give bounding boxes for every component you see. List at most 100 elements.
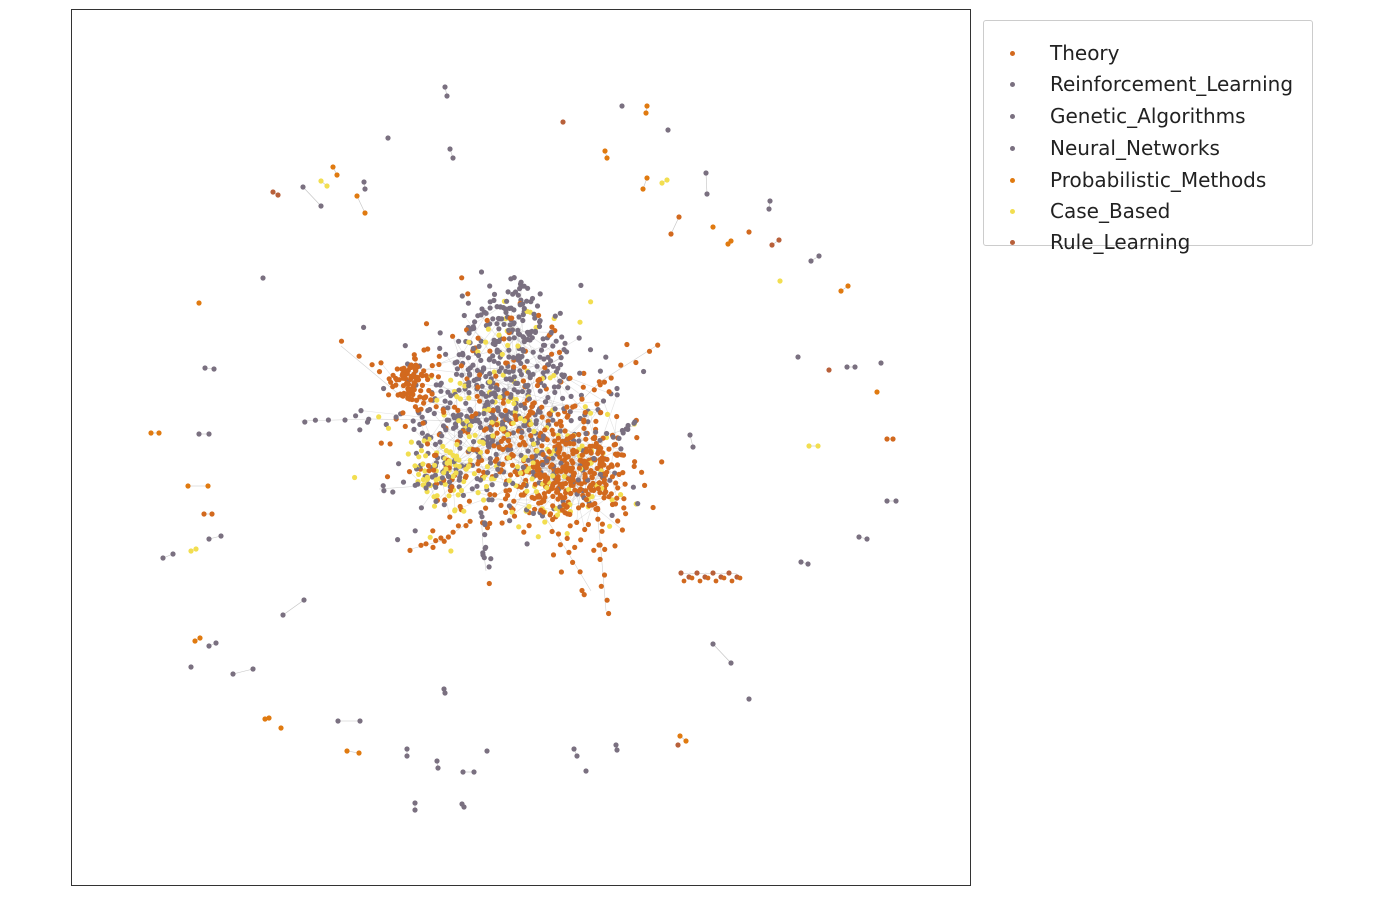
graph-node <box>597 490 603 496</box>
graph-node <box>494 456 500 462</box>
graph-node <box>641 368 647 375</box>
graph-node <box>521 305 527 312</box>
graph-node <box>537 471 543 477</box>
graph-node <box>275 192 281 198</box>
graph-node <box>541 356 547 362</box>
graph-node <box>540 370 546 376</box>
graph-node <box>592 501 598 507</box>
graph-node <box>400 393 406 399</box>
graph-node <box>469 413 475 419</box>
graph-node <box>541 383 547 389</box>
graph-node <box>506 455 512 461</box>
graph-node <box>558 355 564 361</box>
graph-node <box>465 291 471 297</box>
graph-node <box>401 367 408 373</box>
graph-node <box>623 511 629 517</box>
graph-node <box>458 487 465 494</box>
graph-edge <box>670 216 680 235</box>
graph-node <box>460 492 466 498</box>
graph-node <box>500 461 506 467</box>
graph-node <box>536 312 542 318</box>
graph-node <box>567 375 573 381</box>
graph-node <box>550 516 556 523</box>
graph-node <box>806 443 812 449</box>
graph-node <box>526 503 532 510</box>
graph-node <box>419 430 425 436</box>
graph-node <box>394 366 400 372</box>
graph-node <box>473 411 479 417</box>
graph-node <box>529 295 536 302</box>
graph-node <box>393 414 399 420</box>
graph-node <box>512 413 518 419</box>
graph-node <box>457 380 463 386</box>
graph-node <box>524 358 530 364</box>
graph-node <box>526 523 532 529</box>
graph-node <box>571 470 577 476</box>
graph-node <box>485 470 491 476</box>
graph-node <box>576 438 582 444</box>
graph-node <box>614 495 620 501</box>
graph-node <box>474 447 480 453</box>
graph-node <box>421 438 427 444</box>
graph-node <box>196 431 202 437</box>
graph-node <box>472 417 478 424</box>
graph-node <box>583 430 589 437</box>
graph-node <box>555 496 561 502</box>
graph-node <box>703 170 709 176</box>
graph-node <box>677 733 683 739</box>
graph-node <box>485 434 491 440</box>
graph-node <box>509 462 516 468</box>
graph-node <box>499 316 505 322</box>
graph-node <box>437 345 443 351</box>
graph-node <box>728 660 734 666</box>
graph-node <box>561 457 567 463</box>
graph-node <box>668 231 674 237</box>
graph-node <box>416 454 422 460</box>
graph-edge <box>569 377 612 395</box>
graph-node <box>593 440 599 447</box>
graph-node <box>384 474 391 480</box>
graph-node <box>506 354 512 360</box>
graph-node <box>405 367 411 373</box>
graph-node <box>483 483 490 490</box>
graph-edge <box>540 411 600 451</box>
graph-node <box>539 443 545 449</box>
graph-node <box>642 482 648 488</box>
graph-node <box>604 456 610 462</box>
graph-node <box>456 463 462 469</box>
graph-node <box>469 486 475 492</box>
legend-label: Genetic_Algorithms <box>1050 104 1246 128</box>
graph-node <box>616 435 622 441</box>
graph-node <box>491 415 497 421</box>
graph-node <box>644 175 650 181</box>
graph-node <box>471 471 477 477</box>
graph-node <box>555 477 561 483</box>
graph-node <box>528 433 534 439</box>
graph-node <box>569 465 575 471</box>
graph-node <box>777 278 783 284</box>
graph-node <box>746 229 752 235</box>
graph-node <box>529 335 535 341</box>
graph-node <box>433 477 439 483</box>
graph-node <box>512 289 519 295</box>
graph-node <box>555 411 561 417</box>
graph-edge <box>417 382 469 411</box>
graph-node <box>603 354 609 360</box>
graph-node <box>412 363 418 369</box>
graph-node <box>427 534 433 540</box>
graph-node <box>553 338 559 344</box>
graph-node <box>537 388 543 394</box>
graph-node <box>588 450 594 456</box>
graph-node <box>710 641 716 647</box>
graph-node <box>448 548 454 554</box>
graph-node <box>518 402 524 408</box>
graph-node <box>425 407 431 414</box>
graph-edge <box>452 336 468 379</box>
graph-node <box>516 314 522 320</box>
graph-node <box>613 480 619 486</box>
graph-node <box>884 498 890 504</box>
graph-node <box>566 486 572 493</box>
graph-node <box>357 427 363 433</box>
graph-node <box>471 439 477 445</box>
graph-node <box>521 422 527 428</box>
